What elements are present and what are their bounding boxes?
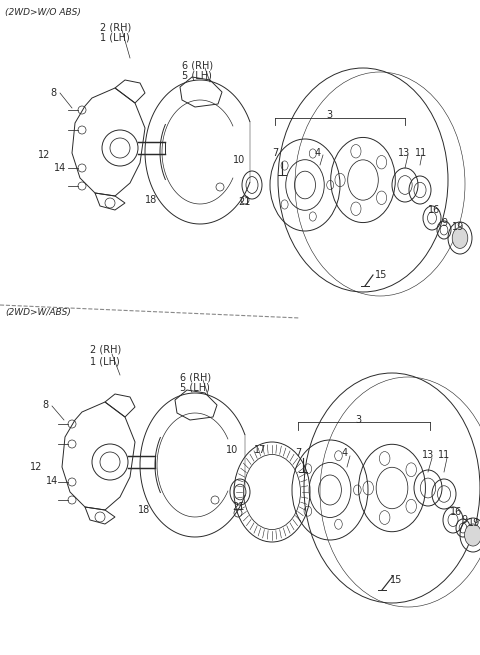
Text: 6 (RH): 6 (RH) <box>180 372 211 382</box>
Text: (2WD>W/O ABS): (2WD>W/O ABS) <box>5 8 81 17</box>
Text: 19: 19 <box>452 222 464 232</box>
Text: 11: 11 <box>415 148 427 158</box>
Text: 13: 13 <box>422 450 434 460</box>
Text: 15: 15 <box>390 575 402 585</box>
Text: (2WD>W/ABS): (2WD>W/ABS) <box>5 308 71 317</box>
Text: 18: 18 <box>138 505 150 515</box>
Text: 2 (RH): 2 (RH) <box>90 345 121 355</box>
Text: 1 (LH): 1 (LH) <box>100 32 130 42</box>
Text: 9: 9 <box>441 218 447 228</box>
Text: 12: 12 <box>38 150 50 160</box>
Text: 10: 10 <box>233 155 245 165</box>
Text: 9: 9 <box>461 515 467 525</box>
Text: 6 (RH): 6 (RH) <box>182 60 213 70</box>
Text: 4: 4 <box>342 448 348 458</box>
Text: 15: 15 <box>375 270 387 280</box>
Text: 21: 21 <box>238 197 251 207</box>
Text: 16: 16 <box>450 507 462 517</box>
Text: 3: 3 <box>326 110 332 120</box>
Text: 7: 7 <box>295 448 301 458</box>
Text: 13: 13 <box>398 148 410 158</box>
Text: 16: 16 <box>428 205 440 215</box>
Text: 17: 17 <box>254 445 266 455</box>
Text: 3: 3 <box>355 415 361 425</box>
Text: 21: 21 <box>232 502 244 512</box>
Text: 8: 8 <box>42 400 48 410</box>
Text: 11: 11 <box>438 450 450 460</box>
Text: 14: 14 <box>46 476 58 486</box>
Text: 18: 18 <box>145 195 157 205</box>
Text: 1 (LH): 1 (LH) <box>90 356 120 366</box>
Text: 8: 8 <box>50 88 56 98</box>
Text: 14: 14 <box>54 163 66 173</box>
Text: 19: 19 <box>468 518 480 528</box>
Text: 4: 4 <box>315 148 321 158</box>
Text: 7: 7 <box>272 148 278 158</box>
Text: 2 (RH): 2 (RH) <box>100 22 131 32</box>
Ellipse shape <box>465 524 480 546</box>
Text: 5 (LH): 5 (LH) <box>182 70 212 80</box>
Ellipse shape <box>452 227 468 248</box>
Text: 12: 12 <box>30 462 42 472</box>
Text: 5 (LH): 5 (LH) <box>180 382 210 392</box>
Text: 10: 10 <box>226 445 238 455</box>
